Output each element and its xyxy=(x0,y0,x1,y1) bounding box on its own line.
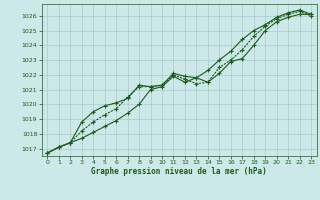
X-axis label: Graphe pression niveau de la mer (hPa): Graphe pression niveau de la mer (hPa) xyxy=(91,167,267,176)
